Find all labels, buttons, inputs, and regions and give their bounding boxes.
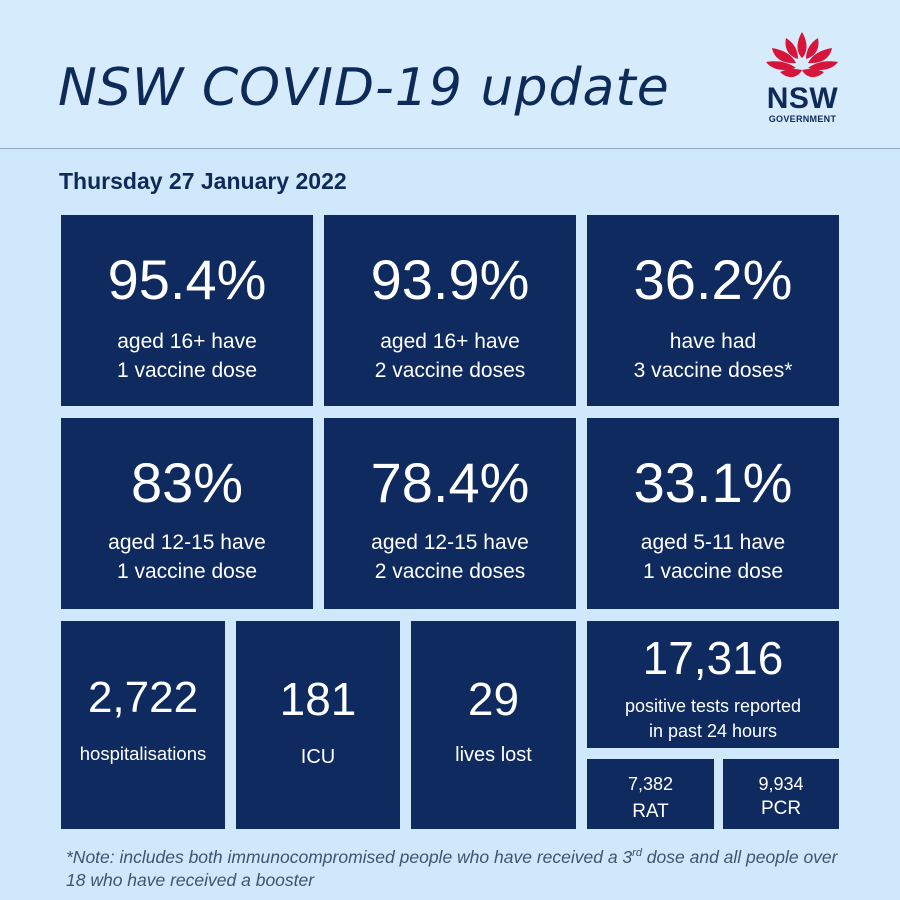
tile-label: ICU: [300, 746, 336, 768]
footnote-text-part1: *Note: includes both immunocompromised p…: [66, 846, 633, 867]
vaccine-tile-12to15-dose1: 83% aged 12-15 have 1 vaccine dose: [61, 418, 313, 609]
positive-tests-tile: 17,316 positive tests reported in past 2…: [587, 621, 839, 748]
tile-label-line2: 2 vaccine doses: [374, 359, 526, 382]
tile-label-line1: aged 16+ have: [117, 330, 257, 353]
tile-label-line1: aged 16+ have: [380, 330, 520, 353]
tile-label-line1: aged 12-15 have: [371, 531, 529, 554]
vaccine-tile-5to11-dose1: 33.1% aged 5-11 have 1 vaccine dose: [587, 418, 839, 609]
footnote: *Note: includes both immunocompromised p…: [66, 842, 856, 892]
vaccine-tile-dose3: 36.2% have had 3 vaccine doses*: [587, 215, 839, 406]
waratah-icon: [766, 32, 838, 78]
vaccine-tile-12to15-dose2: 78.4% aged 12-15 have 2 vaccine doses: [324, 418, 576, 609]
footnote-superscript: rd: [632, 847, 642, 859]
tile-value: 36.2%: [633, 248, 793, 311]
tile-value: 17,316: [642, 632, 784, 684]
report-date: Thursday 27 January 2022: [59, 168, 347, 194]
vaccine-tile-16plus-dose2: 93.9% aged 16+ have 2 vaccine doses: [324, 215, 576, 406]
tile-label-line2: 1 vaccine dose: [116, 560, 258, 583]
tile-value: 83%: [130, 451, 244, 514]
lives-lost-tile: 29 lives lost: [411, 621, 576, 829]
tile-label-line2: 1 vaccine dose: [642, 560, 784, 583]
hospitalisations-tile: 2,722 hospitalisations: [61, 621, 225, 829]
nsw-government-logo: NSW GOVERNMENT: [755, 28, 850, 128]
icu-tile: 181 ICU: [236, 621, 400, 829]
tile-label: PCR: [760, 798, 802, 819]
tile-label-line1: have had: [669, 330, 757, 353]
tile-value: 7,382: [627, 774, 674, 794]
tile-label-line2: 2 vaccine doses: [374, 560, 526, 583]
header: NSW COVID-19 update NSW GOVERNMENT: [0, 0, 900, 149]
tile-value: 29: [467, 673, 520, 725]
logo-government-text: GOVERNMENT: [768, 114, 837, 124]
tile-value: 9,934: [758, 774, 804, 794]
tile-value: 93.9%: [370, 248, 530, 311]
tile-label-line1: positive tests reported: [624, 696, 802, 716]
tile-value: 78.4%: [370, 451, 530, 514]
logo-nsw-text: NSW: [766, 82, 839, 115]
footnote-text-part2: dose and all people over 18 who have rec…: [66, 846, 838, 890]
tile-label: RAT: [632, 801, 669, 822]
tile-label-line2: in past 24 hours: [648, 721, 778, 741]
tile-label: lives lost: [455, 744, 532, 766]
tile-label: hospitalisations: [79, 743, 207, 764]
page-title: NSW COVID-19 update: [58, 58, 670, 118]
pcr-tile: 9,934 PCR: [723, 759, 839, 829]
vaccine-tile-16plus-dose1: 95.4% aged 16+ have 1 vaccine dose: [61, 215, 313, 406]
tile-value: 181: [279, 673, 357, 725]
tile-label-line2: 1 vaccine dose: [116, 359, 258, 382]
tile-label-line1: aged 12-15 have: [108, 531, 266, 554]
tile-value: 2,722: [87, 673, 199, 722]
tile-value: 33.1%: [633, 451, 793, 514]
tile-value: 95.4%: [107, 248, 267, 311]
tile-label-line2: 3 vaccine doses*: [633, 359, 793, 382]
tile-label-line1: aged 5-11 have: [640, 531, 786, 554]
rat-tile: 7,382 RAT: [587, 759, 714, 829]
